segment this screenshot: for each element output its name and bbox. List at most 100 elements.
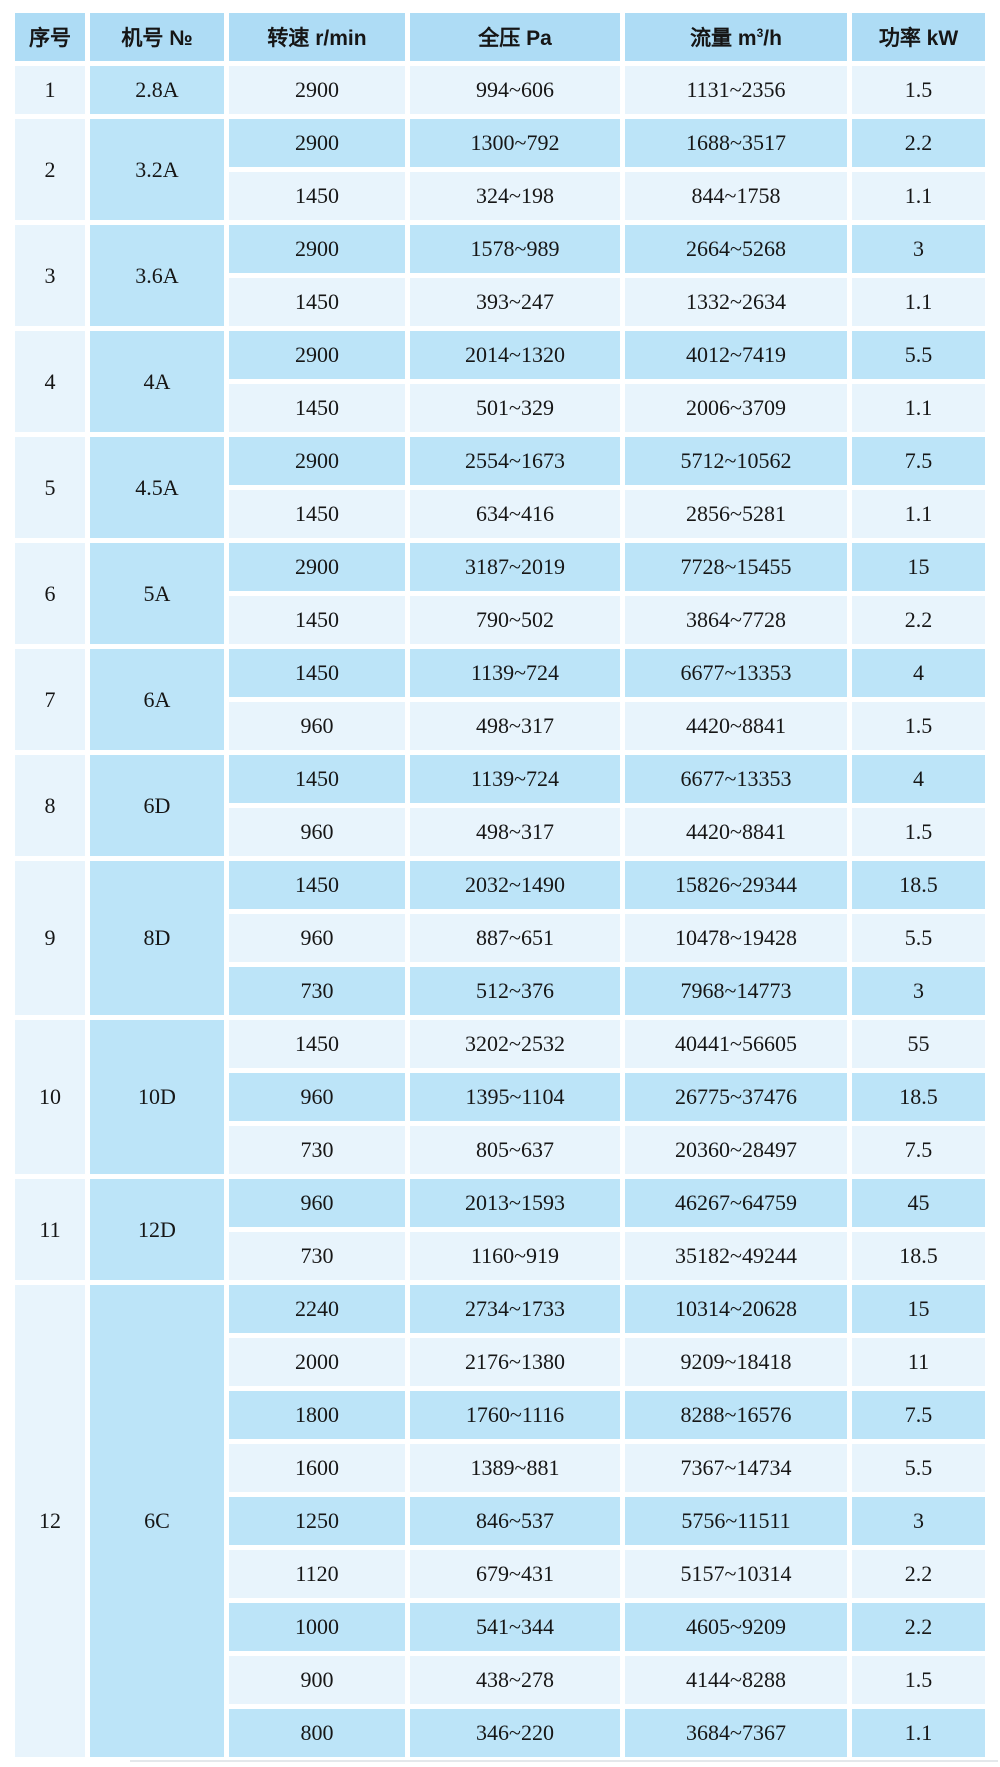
cell-pressure: 498~317 bbox=[410, 808, 620, 856]
page-bottom-edge bbox=[130, 1760, 998, 1762]
table-row: 1250 846~537 5756~11511 3 bbox=[15, 1497, 985, 1545]
table-row: 1 2.8A 2900 994~606 1131~2356 1.5 bbox=[15, 66, 985, 114]
cell-power: 1.1 bbox=[852, 384, 985, 432]
cell-power: 18.5 bbox=[852, 861, 985, 909]
cell-flow: 35182~49244 bbox=[625, 1232, 847, 1280]
cell-speed: 1450 bbox=[229, 649, 405, 697]
table-row: 2000 2176~1380 9209~18418 11 bbox=[15, 1338, 985, 1386]
cell-power: 7.5 bbox=[852, 1391, 985, 1439]
cell-speed: 1450 bbox=[229, 384, 405, 432]
cell-serial: 1 bbox=[15, 66, 85, 114]
header-row: 序号 机号 № 转速 r/min 全压 Pa 流量 m3/h 功率 kW bbox=[15, 13, 985, 61]
cell-speed: 2900 bbox=[229, 119, 405, 167]
cell-flow: 3864~7728 bbox=[625, 596, 847, 644]
table-row: 1600 1389~881 7367~14734 5.5 bbox=[15, 1444, 985, 1492]
cell-pressure: 846~537 bbox=[410, 1497, 620, 1545]
cell-pressure: 634~416 bbox=[410, 490, 620, 538]
table-row: 1450 634~416 2856~5281 1.1 bbox=[15, 490, 985, 538]
cell-pressure: 3202~2532 bbox=[410, 1020, 620, 1068]
cell-pressure: 994~606 bbox=[410, 66, 620, 114]
cell-pressure: 498~317 bbox=[410, 702, 620, 750]
cell-power: 2.2 bbox=[852, 1550, 985, 1598]
table-row: 1000 541~344 4605~9209 2.2 bbox=[15, 1603, 985, 1651]
cell-speed: 2900 bbox=[229, 437, 405, 485]
cell-power: 1.1 bbox=[852, 278, 985, 326]
cell-serial: 6 bbox=[15, 543, 85, 644]
cell-model: 6A bbox=[90, 649, 224, 750]
cell-flow: 40441~56605 bbox=[625, 1020, 847, 1068]
cell-model: 12D bbox=[90, 1179, 224, 1280]
cell-power: 4 bbox=[852, 755, 985, 803]
table-row: 6 5A 2900 3187~2019 7728~15455 15 bbox=[15, 543, 985, 644]
cell-power: 3 bbox=[852, 1497, 985, 1545]
cell-flow: 1332~2634 bbox=[625, 278, 847, 326]
cell-serial: 10 bbox=[15, 1020, 85, 1174]
cell-power: 5.5 bbox=[852, 331, 985, 379]
cell-model: 8D bbox=[90, 861, 224, 1015]
cell-serial: 5 bbox=[15, 437, 85, 538]
cell-flow: 1688~3517 bbox=[625, 119, 847, 167]
cell-power: 1.1 bbox=[852, 172, 985, 220]
table-row: 1450 393~247 1332~2634 1.1 bbox=[15, 278, 985, 326]
table-row: 960 498~317 4420~8841 1.5 bbox=[15, 808, 985, 856]
cell-model: 4A bbox=[90, 331, 224, 432]
cell-speed: 1120 bbox=[229, 1550, 405, 1598]
cell-power: 15 bbox=[852, 543, 985, 591]
cell-flow: 7968~14773 bbox=[625, 967, 847, 1015]
cell-model: 6C bbox=[90, 1285, 224, 1757]
cell-flow: 3684~7367 bbox=[625, 1709, 847, 1757]
cell-model: 4.5A bbox=[90, 437, 224, 538]
cell-power: 2.2 bbox=[852, 119, 985, 167]
cell-flow: 10478~19428 bbox=[625, 914, 847, 962]
table-row: 960 887~651 10478~19428 5.5 bbox=[15, 914, 985, 962]
cell-flow: 844~1758 bbox=[625, 172, 847, 220]
cell-flow: 5756~11511 bbox=[625, 1497, 847, 1545]
cell-pressure: 2734~1733 bbox=[410, 1285, 620, 1333]
cell-pressure: 1139~724 bbox=[410, 755, 620, 803]
cell-pressure: 2176~1380 bbox=[410, 1338, 620, 1386]
table-row: 800 346~220 3684~7367 1.1 bbox=[15, 1709, 985, 1757]
cell-pressure: 2013~1593 bbox=[410, 1179, 620, 1227]
cell-speed: 960 bbox=[229, 1179, 405, 1227]
cell-model: 5A bbox=[90, 543, 224, 644]
cell-power: 45 bbox=[852, 1179, 985, 1227]
table-row: 3 3.6A 2900 1578~989 2664~5268 3 bbox=[15, 225, 985, 326]
cell-pressure: 1300~792 bbox=[410, 119, 620, 167]
column-header-speed: 转速 r/min bbox=[229, 13, 405, 61]
cell-serial: 12 bbox=[15, 1285, 85, 1757]
cell-speed: 960 bbox=[229, 808, 405, 856]
cell-power: 2.2 bbox=[852, 596, 985, 644]
cell-pressure: 2032~1490 bbox=[410, 861, 620, 909]
cell-serial: 2 bbox=[15, 119, 85, 220]
cell-speed: 730 bbox=[229, 1232, 405, 1280]
table-row: 1120 679~431 5157~10314 2.2 bbox=[15, 1550, 985, 1598]
cell-pressure: 501~329 bbox=[410, 384, 620, 432]
cell-speed: 730 bbox=[229, 1126, 405, 1174]
cell-flow: 10314~20628 bbox=[625, 1285, 847, 1333]
cell-power: 2.2 bbox=[852, 1603, 985, 1651]
cell-flow: 4420~8841 bbox=[625, 808, 847, 856]
table-row: 1450 324~198 844~1758 1.1 bbox=[15, 172, 985, 220]
cell-speed: 730 bbox=[229, 967, 405, 1015]
column-header-model: 机号 № bbox=[90, 13, 224, 61]
cell-flow: 5712~10562 bbox=[625, 437, 847, 485]
cell-pressure: 679~431 bbox=[410, 1550, 620, 1598]
cell-flow: 20360~28497 bbox=[625, 1126, 847, 1174]
cell-speed: 2000 bbox=[229, 1338, 405, 1386]
fan-spec-table: 序号 机号 № 转速 r/min 全压 Pa 流量 m3/h 功率 kW 1 2.8A 290… bbox=[10, 8, 990, 1762]
cell-flow: 5157~10314 bbox=[625, 1550, 847, 1598]
cell-pressure: 324~198 bbox=[410, 172, 620, 220]
cell-pressure: 2554~1673 bbox=[410, 437, 620, 485]
table-row: 960 498~317 4420~8841 1.5 bbox=[15, 702, 985, 750]
cell-pressure: 1760~1116 bbox=[410, 1391, 620, 1439]
cell-power: 1.5 bbox=[852, 702, 985, 750]
table-body: 1 2.8A 2900 994~606 1131~2356 1.5 2 3.2A 2900 130… bbox=[15, 66, 985, 1757]
cell-flow: 6677~13353 bbox=[625, 649, 847, 697]
cell-pressure: 346~220 bbox=[410, 1709, 620, 1757]
cell-model: 6D bbox=[90, 755, 224, 856]
cell-flow: 7367~14734 bbox=[625, 1444, 847, 1492]
cell-speed: 2900 bbox=[229, 543, 405, 591]
cell-pressure: 541~344 bbox=[410, 1603, 620, 1651]
cell-pressure: 1395~1104 bbox=[410, 1073, 620, 1121]
cell-speed: 900 bbox=[229, 1656, 405, 1704]
